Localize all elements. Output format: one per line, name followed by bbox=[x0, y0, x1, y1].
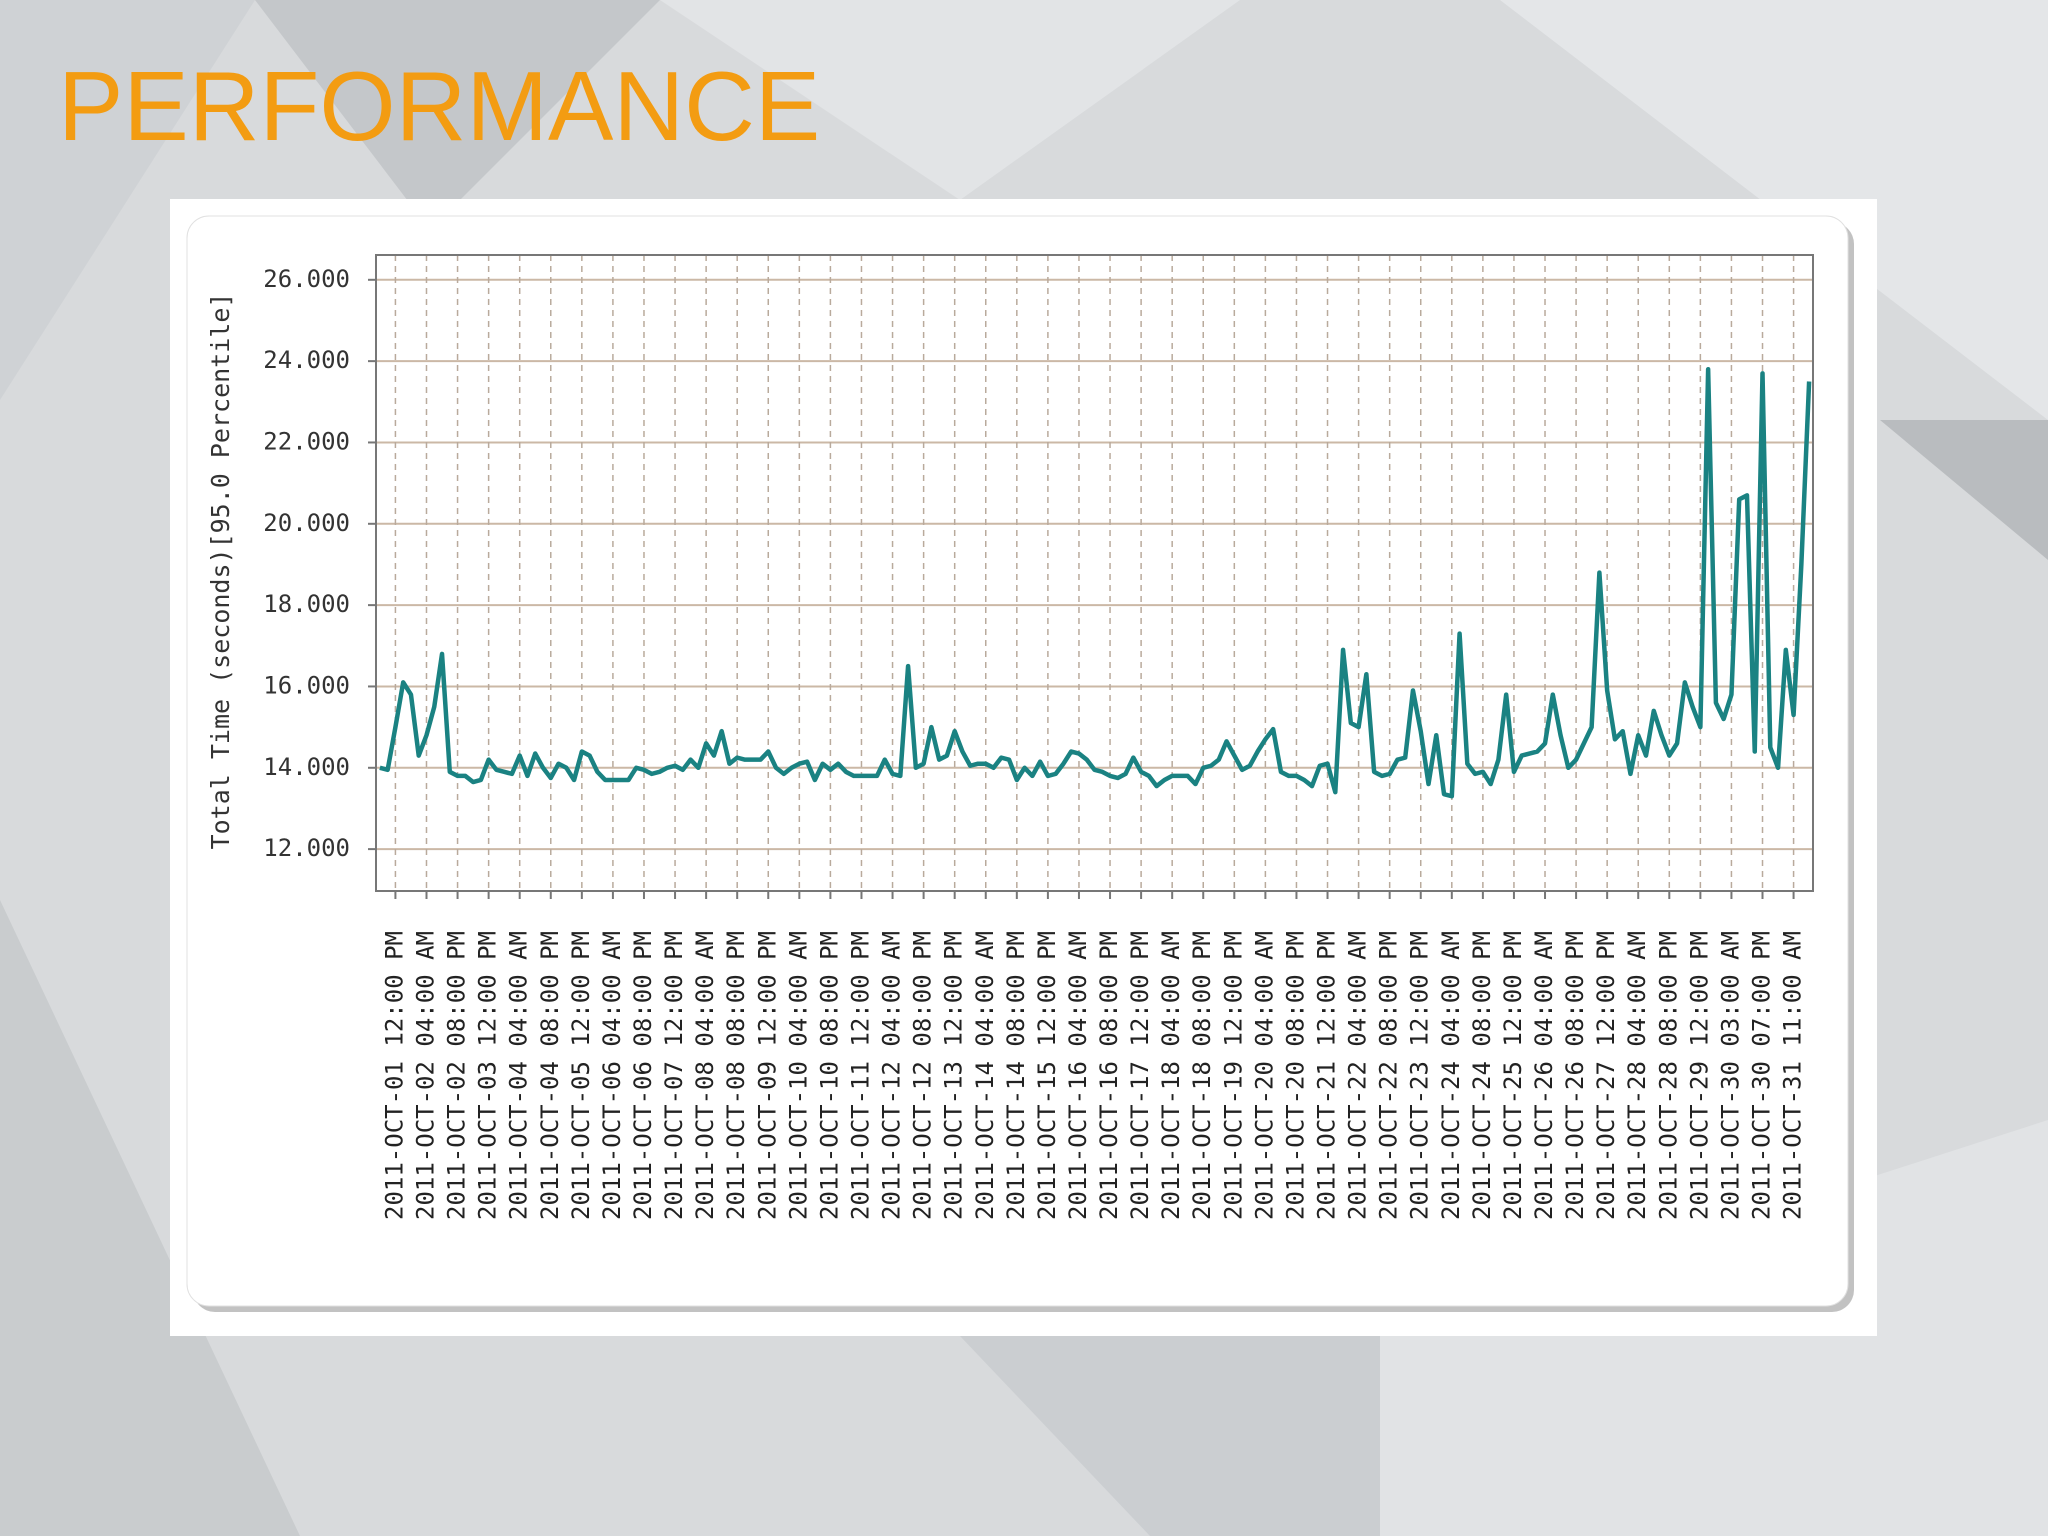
x-tick-label: 2011-OCT-04 08:00 PM bbox=[536, 931, 564, 1220]
x-tick-label: 2011-OCT-08 08:00 PM bbox=[722, 931, 750, 1220]
x-tick-label: 2011-OCT-20 04:00 AM bbox=[1250, 931, 1278, 1220]
x-tick-label: 2011-OCT-12 04:00 AM bbox=[878, 931, 906, 1220]
x-tick-label: 2011-OCT-29 12:00 PM bbox=[1685, 931, 1713, 1220]
bg-shape bbox=[0, 0, 255, 400]
y-tick-label: 18.000 bbox=[263, 590, 350, 618]
y-tick-label: 26.000 bbox=[263, 265, 350, 293]
x-tick-label: 2011-OCT-17 12:00 PM bbox=[1126, 931, 1154, 1220]
x-tick-label: 2011-OCT-10 08:00 PM bbox=[815, 931, 843, 1220]
x-tick-label: 2011-OCT-09 12:00 PM bbox=[753, 931, 781, 1220]
bg-shape bbox=[255, 0, 660, 230]
bg-shape bbox=[0, 900, 300, 1536]
x-tick-label: 2011-OCT-16 08:00 PM bbox=[1095, 931, 1123, 1220]
x-tick-label: 2011-OCT-30 07:00 PM bbox=[1748, 931, 1776, 1220]
x-tick-label: 2011-OCT-03 12:00 PM bbox=[474, 931, 502, 1220]
x-tick-label: 2011-OCT-02 04:00 AM bbox=[411, 931, 439, 1220]
x-tick-label: 2011-OCT-23 12:00 PM bbox=[1406, 931, 1434, 1220]
x-tick-label: 2011-OCT-30 03:00 AM bbox=[1716, 931, 1744, 1220]
x-tick-label: 2011-OCT-27 12:00 PM bbox=[1592, 931, 1620, 1220]
x-tick-label: 2011-OCT-12 08:00 PM bbox=[909, 931, 937, 1220]
x-tick-label: 2011-OCT-05 12:00 PM bbox=[567, 931, 595, 1220]
x-tick-label: 2011-OCT-26 04:00 AM bbox=[1530, 931, 1558, 1220]
x-tick-label: 2011-OCT-19 12:00 PM bbox=[1219, 931, 1247, 1220]
bg-shape bbox=[660, 0, 1240, 200]
x-tick-label: 2011-OCT-24 08:00 PM bbox=[1468, 931, 1496, 1220]
y-tick-label: 16.000 bbox=[263, 671, 350, 699]
bg-shape bbox=[1880, 420, 2048, 560]
x-tick-label: 2011-OCT-13 12:00 PM bbox=[940, 931, 968, 1220]
x-tick-label: 2011-OCT-22 08:00 PM bbox=[1375, 931, 1403, 1220]
x-tick-label: 2011-OCT-02 08:00 PM bbox=[443, 931, 471, 1220]
y-axis-label: Total Time (seconds)[95.0 Percentile] bbox=[206, 293, 235, 850]
x-tick-label: 2011-OCT-04 04:00 AM bbox=[505, 931, 533, 1220]
x-tick-label: 2011-OCT-18 04:00 AM bbox=[1157, 931, 1185, 1220]
x-tick-label: 2011-OCT-31 11:00 AM bbox=[1779, 931, 1807, 1220]
x-tick-label: 2011-OCT-08 04:00 AM bbox=[691, 931, 719, 1220]
x-tick-label: 2011-OCT-15 12:00 PM bbox=[1033, 931, 1061, 1220]
x-tick-label: 2011-OCT-06 04:00 AM bbox=[598, 931, 626, 1220]
x-tick-label: 2011-OCT-01 12:00 PM bbox=[380, 931, 408, 1220]
x-tick-label: 2011-OCT-26 08:00 PM bbox=[1561, 931, 1589, 1220]
x-tick-label: 2011-OCT-28 04:00 AM bbox=[1623, 931, 1651, 1220]
y-tick-label: 12.000 bbox=[263, 834, 350, 862]
x-tick-label: 2011-OCT-14 04:00 AM bbox=[971, 931, 999, 1220]
x-tick-label: 2011-OCT-28 08:00 PM bbox=[1654, 931, 1682, 1220]
x-tick-label: 2011-OCT-07 12:00 PM bbox=[660, 931, 688, 1220]
x-tick-label: 2011-OCT-11 12:00 PM bbox=[846, 931, 874, 1220]
marks bbox=[379, 367, 1812, 799]
plot-frame bbox=[375, 254, 1814, 892]
y-tick-label: 24.000 bbox=[263, 346, 350, 374]
x-tick-label: 2011-OCT-21 12:00 PM bbox=[1313, 931, 1341, 1220]
y-tick-label: 20.000 bbox=[263, 509, 350, 537]
x-tick-label: 2011-OCT-20 08:00 PM bbox=[1281, 931, 1309, 1220]
x-tick-label: 2011-OCT-24 04:00 AM bbox=[1437, 931, 1465, 1220]
x-tick-label: 2011-OCT-10 04:00 AM bbox=[784, 931, 812, 1220]
x-tick-label: 2011-OCT-18 08:00 PM bbox=[1188, 931, 1216, 1220]
slide-title: PERFORMANCE bbox=[58, 51, 820, 161]
x-tick-label: 2011-OCT-06 08:00 PM bbox=[629, 931, 657, 1220]
bg-shape bbox=[960, 1336, 1380, 1536]
y-tick-label: 22.000 bbox=[263, 427, 350, 455]
data-line bbox=[379, 367, 1812, 799]
x-tick-label: 2011-OCT-22 04:00 AM bbox=[1344, 931, 1372, 1220]
x-tick-label: 2011-OCT-16 04:00 AM bbox=[1064, 931, 1092, 1220]
x-tick-label: 2011-OCT-14 08:00 PM bbox=[1002, 931, 1030, 1220]
x-tick-label: 2011-OCT-25 12:00 PM bbox=[1499, 931, 1527, 1220]
y-tick-label: 14.000 bbox=[263, 753, 350, 781]
